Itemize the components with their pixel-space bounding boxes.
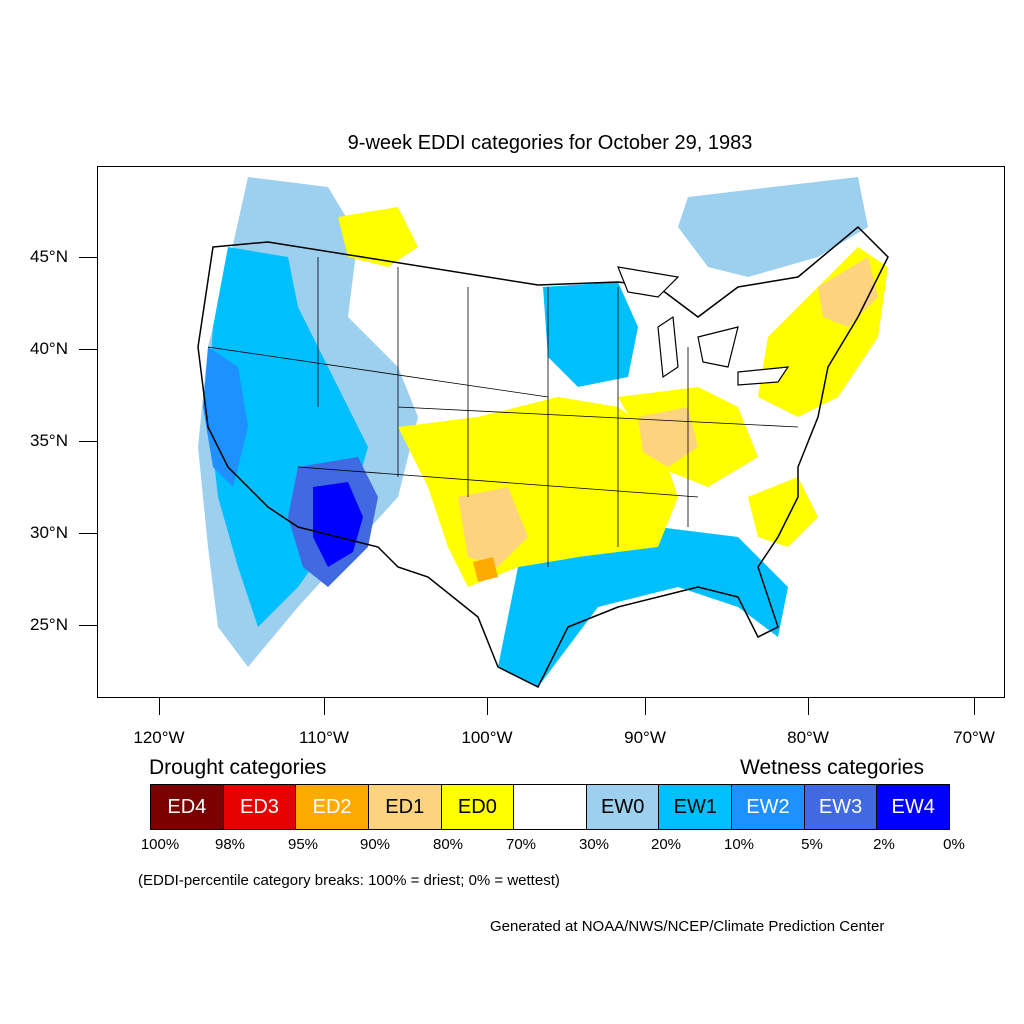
lon-label-70: 70°W xyxy=(953,728,995,747)
lon-tick xyxy=(487,697,488,715)
region-ed0-southeast xyxy=(748,477,818,547)
great-lakes xyxy=(617,266,790,386)
lon-tick xyxy=(645,697,646,715)
category-breaks-note: (EDDI-percentile category breaks: 100% =… xyxy=(138,872,560,889)
region-ed1-northeast xyxy=(818,257,878,327)
region-ew0-north xyxy=(678,177,868,277)
legend-swatch-ew2: EW2 xyxy=(732,785,805,829)
lat-tick xyxy=(79,441,97,442)
lon-label-90: 90°W xyxy=(624,728,666,747)
region-ew4-southwest xyxy=(313,482,363,567)
lat-label-40: 40°N xyxy=(30,339,68,358)
region-ew2-west xyxy=(203,347,248,487)
lon-label-120: 120°W xyxy=(133,728,185,747)
percentile-label: 2% xyxy=(873,836,895,853)
percentile-label: 5% xyxy=(801,836,823,853)
legend-swatch-normal xyxy=(514,785,587,829)
legend-swatch-ew1: EW1 xyxy=(659,785,733,829)
legend-swatch-ew3: EW3 xyxy=(804,785,878,829)
percentile-label: 20% xyxy=(650,836,682,853)
percentile-label: 95% xyxy=(287,836,319,853)
legend-swatch-ew4: EW4 xyxy=(877,785,950,829)
legend-swatch-ew0: EW0 xyxy=(586,785,660,829)
us-outline xyxy=(197,225,889,689)
region-ed1-texas xyxy=(458,487,528,567)
legend-swatch-ed2: ED2 xyxy=(296,785,369,829)
lon-tick xyxy=(974,697,975,715)
lat-tick xyxy=(79,257,97,258)
percentile-label: 98% xyxy=(214,836,246,853)
region-ed0-north-plains xyxy=(338,207,418,267)
legend-swatch-ed3: ED3 xyxy=(223,785,297,829)
legend-swatch-ed1: ED1 xyxy=(368,785,442,829)
eddi-map xyxy=(197,177,889,689)
percentile-label: 10% xyxy=(723,836,755,853)
percentile-label: 90% xyxy=(359,836,391,853)
lat-label-45: 45°N xyxy=(30,247,68,266)
lon-tick xyxy=(159,697,160,715)
lon-label-100: 100°W xyxy=(461,728,513,747)
state-lines xyxy=(207,257,799,567)
legend-swatch-ed4: ED4 xyxy=(151,785,224,829)
lat-label-35: 35°N xyxy=(30,431,68,450)
region-ed1-kentucky xyxy=(638,407,698,467)
lat-label-25: 25°N xyxy=(30,615,68,634)
lon-label-80: 80°W xyxy=(787,728,829,747)
credit-line: Generated at NOAA/NWS/NCEP/Climate Predi… xyxy=(490,918,885,935)
legend-color-bar: ED4 ED3 ED2 ED1 ED0 EW0 EW1 EW2 EW3 EW4 xyxy=(150,784,950,830)
lat-tick xyxy=(79,625,97,626)
legend-swatch-ed0: ED0 xyxy=(441,785,515,829)
lat-tick xyxy=(79,349,97,350)
percentile-label: 70% xyxy=(505,836,537,853)
region-ew1-midwest xyxy=(543,282,638,387)
lon-tick xyxy=(808,697,809,715)
map-panel xyxy=(97,166,1005,698)
percentile-label: 80% xyxy=(432,836,464,853)
percentile-label: 0% xyxy=(943,836,965,853)
region-ew1-gulf xyxy=(498,527,788,687)
region-ed2-texas xyxy=(473,557,498,582)
lon-tick xyxy=(324,697,325,715)
lat-tick xyxy=(79,533,97,534)
percentile-label: 100% xyxy=(140,836,180,853)
legend-drought-title: Drought categories xyxy=(149,756,327,779)
lat-label-30: 30°N xyxy=(30,523,68,542)
map-title: 9-week EDDI categories for October 29, 1… xyxy=(347,132,753,154)
percentile-label: 30% xyxy=(578,836,610,853)
legend-wetness-title: Wetness categories xyxy=(740,756,925,779)
lon-label-110: 110°W xyxy=(299,728,349,747)
